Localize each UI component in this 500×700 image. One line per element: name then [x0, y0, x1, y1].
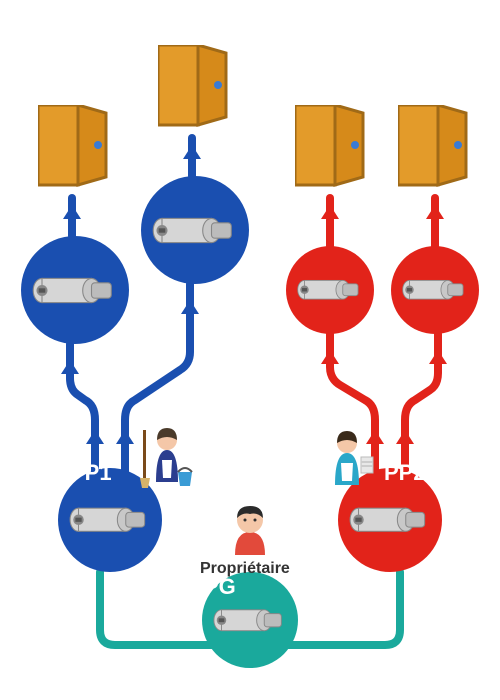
lock-node-red-1 — [286, 246, 374, 334]
owner-icon — [225, 500, 275, 560]
cleaner-icon-blue — [140, 420, 195, 490]
label-pp1: PP1 — [70, 460, 112, 486]
label-owner: Propriétaire — [200, 560, 290, 578]
lock-node-red-2 — [391, 246, 479, 334]
door-icon — [398, 105, 468, 190]
hierarchy-diagram: { "type": "tree", "background_color": "#… — [0, 0, 500, 700]
lock-node-blue-2 — [141, 176, 249, 284]
door-icon — [295, 105, 365, 190]
cleaner-icon-red — [325, 425, 375, 490]
door-icon — [38, 105, 108, 190]
door-icon — [158, 45, 228, 130]
lock-node-blue-1 — [21, 236, 129, 344]
label-pp2: PP2 — [384, 460, 426, 486]
